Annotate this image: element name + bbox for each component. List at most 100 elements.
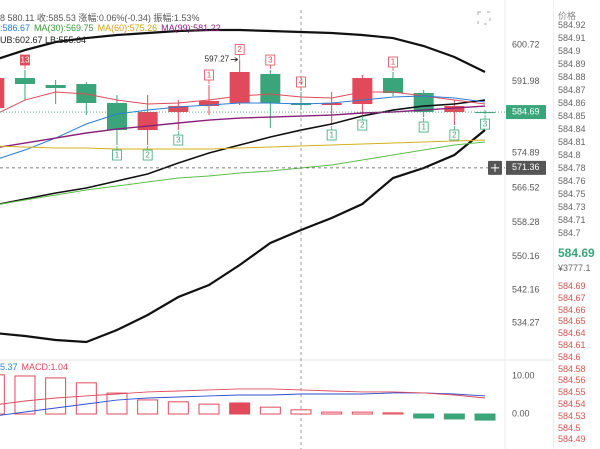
chart: 600.72 591.98 574.89 566.52 558.28 550.16 542.… <box>0 0 553 449</box>
macd-bar <box>45 377 67 415</box>
ask-price: 584.78 <box>558 163 586 173</box>
candle-body <box>260 74 281 104</box>
macd-line <box>0 388 486 405</box>
ask-price: 584.81 <box>558 137 586 147</box>
candle-body <box>198 100 219 107</box>
bid-price: 584.61 <box>558 340 586 350</box>
td-label: 1 <box>421 123 426 132</box>
expand-icon[interactable] <box>477 11 491 25</box>
indicator-line <box>0 95 486 159</box>
book-last-cny: ¥3777.1 <box>558 263 591 273</box>
td-box <box>204 69 214 81</box>
macd-bar <box>290 409 312 415</box>
ask-price: 584.76 <box>558 176 586 186</box>
bid-price: 584.53 <box>558 410 586 421</box>
candle-body <box>321 103 342 106</box>
legend-entry: :586.67 <box>0 23 31 33</box>
td-label: 3 <box>483 120 488 129</box>
bid-price: 584.64 <box>558 328 586 339</box>
candle-body <box>383 78 404 94</box>
macd-bar <box>137 399 159 415</box>
td-label: 3 <box>176 136 181 145</box>
macd-bar <box>474 413 496 421</box>
ask-price: 584.71 <box>558 215 586 225</box>
ask-price: 584.87 <box>558 85 586 95</box>
ask-price: 584.73 <box>558 202 586 212</box>
crosshair-price-box <box>506 160 546 175</box>
book-last: 584.69 <box>558 246 595 260</box>
bid-price: 584.55 <box>558 387 586 398</box>
td-box <box>173 134 184 146</box>
order-book: 价格 584.92 584.91 584.9 584.89 584.88 584.87 584… <box>553 0 600 449</box>
bid-price: 584.69 <box>558 281 586 291</box>
macd-bar <box>14 375 36 415</box>
crosshair-price-label: 571.36 <box>512 162 540 172</box>
legend-entry: MA(60):575.26 <box>97 23 158 33</box>
bid-price: 584.5 <box>558 422 581 433</box>
td-label: 1 <box>391 58 396 67</box>
macd-bar <box>321 411 343 415</box>
td-label: 2 <box>452 131 457 140</box>
ask-price: 584.91 <box>558 33 586 43</box>
bid-price: 584.58 <box>558 363 586 374</box>
td-label: 13 <box>21 56 30 65</box>
td-box <box>326 129 337 141</box>
candle-body <box>0 78 5 109</box>
y-tick-label: 550.16 <box>512 251 540 261</box>
y-tick-label: 574.89 <box>512 147 540 157</box>
candle-body <box>352 78 373 105</box>
ask-price: 584.88 <box>558 72 586 82</box>
last-price-box <box>506 105 546 120</box>
td-box <box>234 44 245 55</box>
td-box <box>142 149 153 161</box>
y-tick-label: 542.16 <box>512 284 540 294</box>
y-tick-label: 0.00 <box>512 408 530 418</box>
td-label: 1 <box>207 71 212 80</box>
candle-body <box>14 78 35 85</box>
td-label: 1 <box>329 131 334 140</box>
ask-price: 584.9 <box>558 46 581 56</box>
ask-price: 584.92 <box>558 20 586 30</box>
bid-price: 584.56 <box>558 375 586 386</box>
macd-bar <box>259 406 281 415</box>
td-box <box>20 54 30 66</box>
indicator-line <box>0 139 486 150</box>
td-box <box>449 129 460 141</box>
y-tick-label: 534.27 <box>512 317 540 327</box>
candle-body <box>444 106 465 113</box>
macd-bar <box>106 392 128 415</box>
candle-body <box>168 106 189 113</box>
candle-body <box>76 84 97 104</box>
candle-body <box>106 103 127 131</box>
ask-price: 584.75 <box>558 189 586 199</box>
legend-row: UB:602.67 LB:555.64 <box>0 35 90 45</box>
macd-bar <box>75 382 97 415</box>
high-annotation: 597.27 <box>205 55 230 64</box>
macd-bar <box>229 402 251 415</box>
macd-bar <box>351 411 373 415</box>
crosshair-plus <box>491 163 499 172</box>
indicator-line <box>0 141 486 205</box>
indicator-line <box>0 99 486 205</box>
candle-body <box>475 112 496 114</box>
td-box <box>480 118 490 130</box>
ask-price: 584.86 <box>558 98 586 108</box>
ask-price: 584.89 <box>558 59 586 69</box>
ask-price: 584.7 <box>558 228 581 238</box>
legend-entry: MA(99):581.22 <box>161 23 221 33</box>
y-tick-label: 591.98 <box>512 76 540 86</box>
legend-row: :586.67 MA(30):569.75 MA(60):575.26 MA(99):… <box>0 23 225 33</box>
macd-bar <box>0 374 5 415</box>
td-box <box>357 119 368 131</box>
y-tick-label: 600.72 <box>512 39 540 49</box>
legend-entry: UB:602.67 LB:555.64 <box>0 35 87 45</box>
bid-price: 584.49 <box>558 434 586 445</box>
macd-bar <box>198 403 220 415</box>
td-label: 3 <box>268 56 273 65</box>
candle-body <box>229 72 250 104</box>
book-header: 价格 <box>558 11 577 21</box>
annotation-arrow <box>230 57 239 62</box>
td-box <box>112 149 122 161</box>
td-box <box>418 121 429 133</box>
